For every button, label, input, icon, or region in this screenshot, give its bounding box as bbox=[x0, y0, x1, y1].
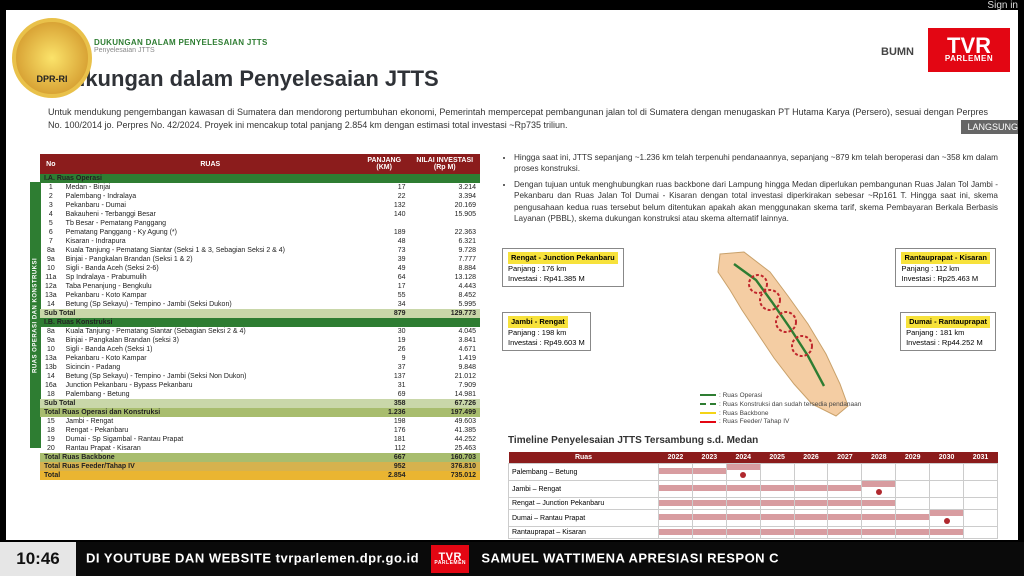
th-km: PANJANG (KM) bbox=[359, 154, 410, 174]
map-zone: Rengat - Junction Pekanbaru Panjang : 17… bbox=[500, 242, 998, 432]
news-ticker: 10:46 DI YOUTUBE DAN WEBSITE tvrparlemen… bbox=[0, 542, 1024, 576]
ticker-time: 10:46 bbox=[0, 542, 76, 576]
callout-rengat-pekanbaru: Rengat - Junction Pekanbaru Panjang : 17… bbox=[502, 248, 624, 287]
page-title: Dukungan dalam Penyelesaian JTTS bbox=[56, 66, 439, 92]
ruas-table: No RUAS PANJANG (KM) NILAI INVESTASI (Rp… bbox=[40, 154, 480, 480]
tvr-logo: TVRPARLEMEN bbox=[928, 28, 1010, 72]
callout-dumai-rantauprapat: Dumai - Rantauprapat Panjang : 181 kmInv… bbox=[900, 312, 996, 351]
callout-jambi-rengat: Jambi - Rengat Panjang : 198 kmInvestasi… bbox=[502, 312, 591, 351]
ticker-tvr-icon: TVRPARLEMEN bbox=[431, 545, 469, 573]
header: DUKUNGAN DALAM PENYELESAIAN JTTS Penyele… bbox=[94, 38, 268, 54]
callout-rantauprapat-kisaran: Rantauprapat - Kisaran Panjang : 112 kmI… bbox=[895, 248, 996, 287]
bullet-item: Dengan tujuan untuk menghubungkan ruas b… bbox=[514, 179, 998, 225]
dpr-seal-icon: DPR-RI bbox=[12, 18, 92, 98]
slide: DUKUNGAN DALAM PENYELESAIAN JTTS Penyele… bbox=[6, 10, 1018, 540]
intro-text: Untuk mendukung pengembangan kawasan di … bbox=[48, 106, 988, 132]
th-ruas: RUAS bbox=[62, 154, 359, 174]
ticker-text: DI YOUTUBE DAN WEBSITE tvrparlemen.dpr.g… bbox=[76, 545, 1024, 573]
map-legend: : Ruas Operasi: Ruas Konstruksi dan suda… bbox=[700, 392, 861, 427]
header-small: DUKUNGAN DALAM PENYELESAIAN JTTS bbox=[94, 38, 268, 47]
header-tiny: Penyelesaian JTTS bbox=[94, 47, 268, 54]
th-no: No bbox=[40, 154, 62, 174]
sign-in-link[interactable]: Sign in bbox=[987, 0, 1018, 11]
live-badge: LANGSUNG bbox=[961, 120, 1024, 134]
bullet-item: Hingga saat ini, JTTS sepanjang ~1.236 k… bbox=[514, 152, 998, 175]
timeline-title: Timeline Penyelesaian JTTS Tersambung s.… bbox=[508, 435, 758, 446]
bumn-logo: BUMN bbox=[881, 46, 914, 58]
timeline-table: Ruas202220232024202520262027202820292030… bbox=[508, 452, 998, 539]
th-inv: NILAI INVESTASI (Rp M) bbox=[410, 154, 480, 174]
bullet-list: Hingga saat ini, JTTS sepanjang ~1.236 k… bbox=[500, 152, 998, 229]
